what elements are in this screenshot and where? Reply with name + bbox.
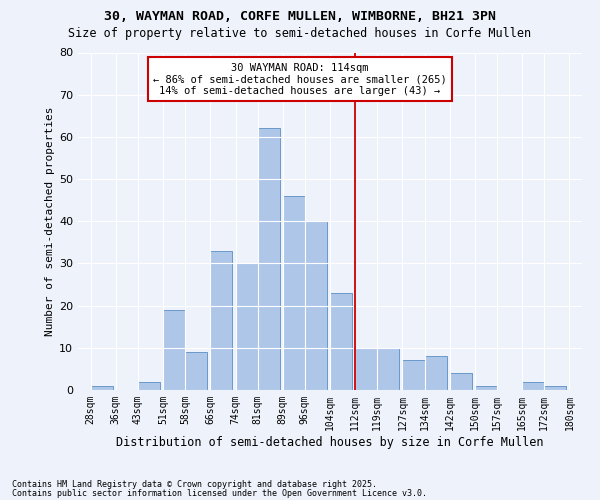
- Text: Contains HM Land Registry data © Crown copyright and database right 2025.: Contains HM Land Registry data © Crown c…: [12, 480, 377, 489]
- Bar: [163, 310, 185, 390]
- Y-axis label: Number of semi-detached properties: Number of semi-detached properties: [45, 106, 55, 336]
- Bar: [377, 348, 400, 390]
- Bar: [425, 356, 446, 390]
- Bar: [355, 348, 377, 390]
- Bar: [403, 360, 425, 390]
- Bar: [475, 386, 497, 390]
- Text: 30, WAYMAN ROAD, CORFE MULLEN, WIMBORNE, BH21 3PN: 30, WAYMAN ROAD, CORFE MULLEN, WIMBORNE,…: [104, 10, 496, 23]
- Text: Contains public sector information licensed under the Open Government Licence v3: Contains public sector information licen…: [12, 488, 427, 498]
- Bar: [138, 382, 160, 390]
- Bar: [91, 386, 113, 390]
- X-axis label: Distribution of semi-detached houses by size in Corfe Mullen: Distribution of semi-detached houses by …: [116, 436, 544, 448]
- Bar: [522, 382, 544, 390]
- Bar: [283, 196, 305, 390]
- Bar: [330, 293, 352, 390]
- Bar: [235, 264, 257, 390]
- Bar: [185, 352, 207, 390]
- Bar: [257, 128, 280, 390]
- Bar: [211, 251, 232, 390]
- Bar: [450, 373, 472, 390]
- Bar: [305, 221, 327, 390]
- Text: 30 WAYMAN ROAD: 114sqm
← 86% of semi-detached houses are smaller (265)
14% of se: 30 WAYMAN ROAD: 114sqm ← 86% of semi-det…: [153, 62, 446, 96]
- Text: Size of property relative to semi-detached houses in Corfe Mullen: Size of property relative to semi-detach…: [68, 28, 532, 40]
- Bar: [544, 386, 566, 390]
